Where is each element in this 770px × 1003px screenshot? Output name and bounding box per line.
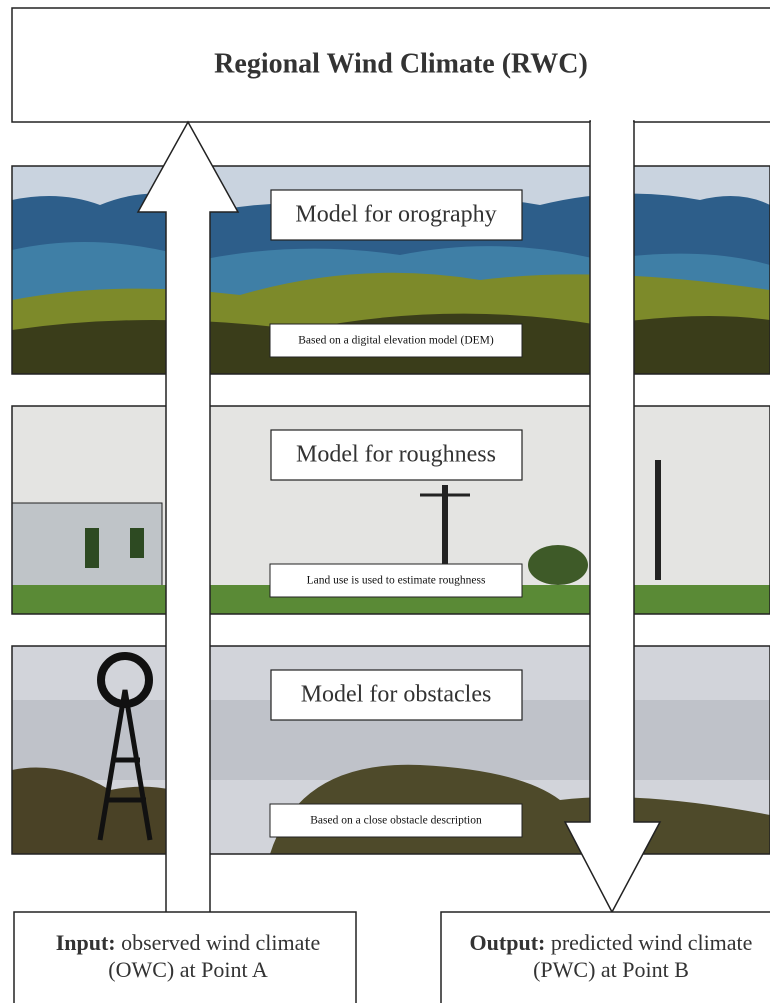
panel-title-box bbox=[270, 429, 523, 481]
panel-caption: Based on a digital elevation model (DEM) bbox=[298, 335, 494, 347]
input-label: Input: bbox=[56, 930, 116, 955]
panel-caption: Land use is used to estimate roughness bbox=[307, 575, 486, 587]
panel-title: Model for orography bbox=[295, 202, 496, 228]
header-box bbox=[11, 7, 770, 123]
panel-caption-box bbox=[269, 323, 523, 358]
output-text: Output: predicted wind climate bbox=[470, 930, 753, 955]
up-arrow bbox=[136, 120, 240, 914]
input-text: Input: observed wind climate bbox=[56, 930, 321, 955]
output-label: Output: bbox=[470, 930, 546, 955]
input-box bbox=[13, 911, 357, 1003]
input-line1: observed wind climate bbox=[121, 930, 320, 955]
panel-caption-box bbox=[269, 563, 523, 598]
output-line1: predicted wind climate bbox=[551, 930, 753, 955]
panel-title: Model for obstacles bbox=[301, 682, 492, 708]
panel-caption-box bbox=[269, 803, 523, 838]
panel-title: Model for roughness bbox=[296, 442, 496, 468]
input-line2: (OWC) at Point A bbox=[108, 957, 268, 982]
output-line2: (PWC) at Point B bbox=[533, 957, 689, 982]
panel-title-box bbox=[270, 189, 523, 241]
header-title: Regional Wind Climate (RWC) bbox=[214, 48, 588, 79]
panel-caption: Based on a close obstacle description bbox=[310, 815, 482, 827]
output-box bbox=[440, 911, 770, 1003]
panel-title-box bbox=[270, 669, 523, 721]
down-arrow bbox=[563, 120, 662, 914]
